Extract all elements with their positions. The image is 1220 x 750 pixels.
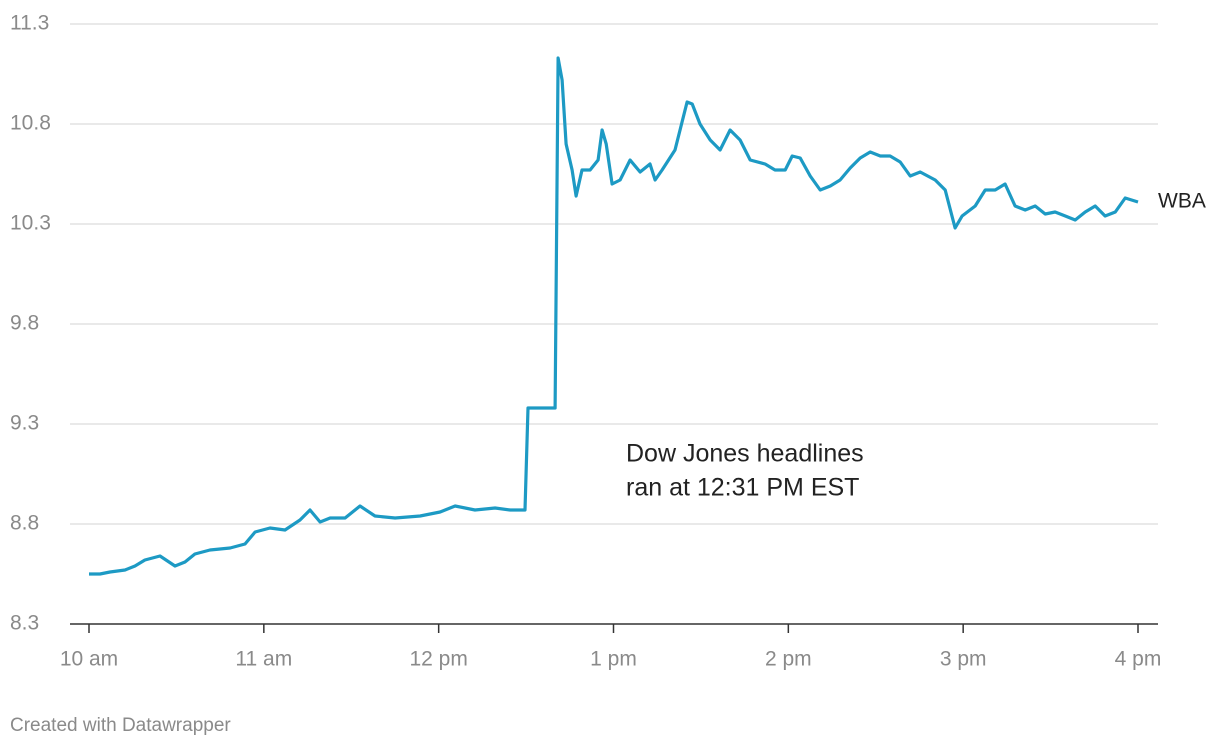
y-tick-label: 9.8 [10, 312, 39, 335]
y-tick-label: 10.3 [10, 212, 51, 235]
x-tick-label: 1 pm [590, 648, 637, 671]
x-tick-label: 11 am [235, 648, 292, 671]
x-tick-label: 2 pm [765, 648, 812, 671]
x-tick-label: 4 pm [1115, 648, 1162, 671]
annotation: Dow Jones headlines [626, 440, 864, 468]
annotation: ran at 12:31 PM EST [626, 474, 859, 502]
y-tick-label: 8.8 [10, 512, 39, 535]
series-label: WBA [1158, 190, 1206, 213]
y-tick-label: 11.3 [10, 12, 49, 35]
x-tick-label: 12 pm [409, 648, 467, 671]
x-tick-label: 10 am [60, 648, 118, 671]
y-tick-label: 8.3 [10, 612, 39, 635]
y-tick-label: 9.3 [10, 412, 39, 435]
footer: Created with Datawrapper [10, 715, 231, 736]
y-tick-label: 10.8 [10, 112, 51, 135]
x-tick-label: 3 pm [940, 648, 987, 671]
series-line [89, 56, 1139, 576]
